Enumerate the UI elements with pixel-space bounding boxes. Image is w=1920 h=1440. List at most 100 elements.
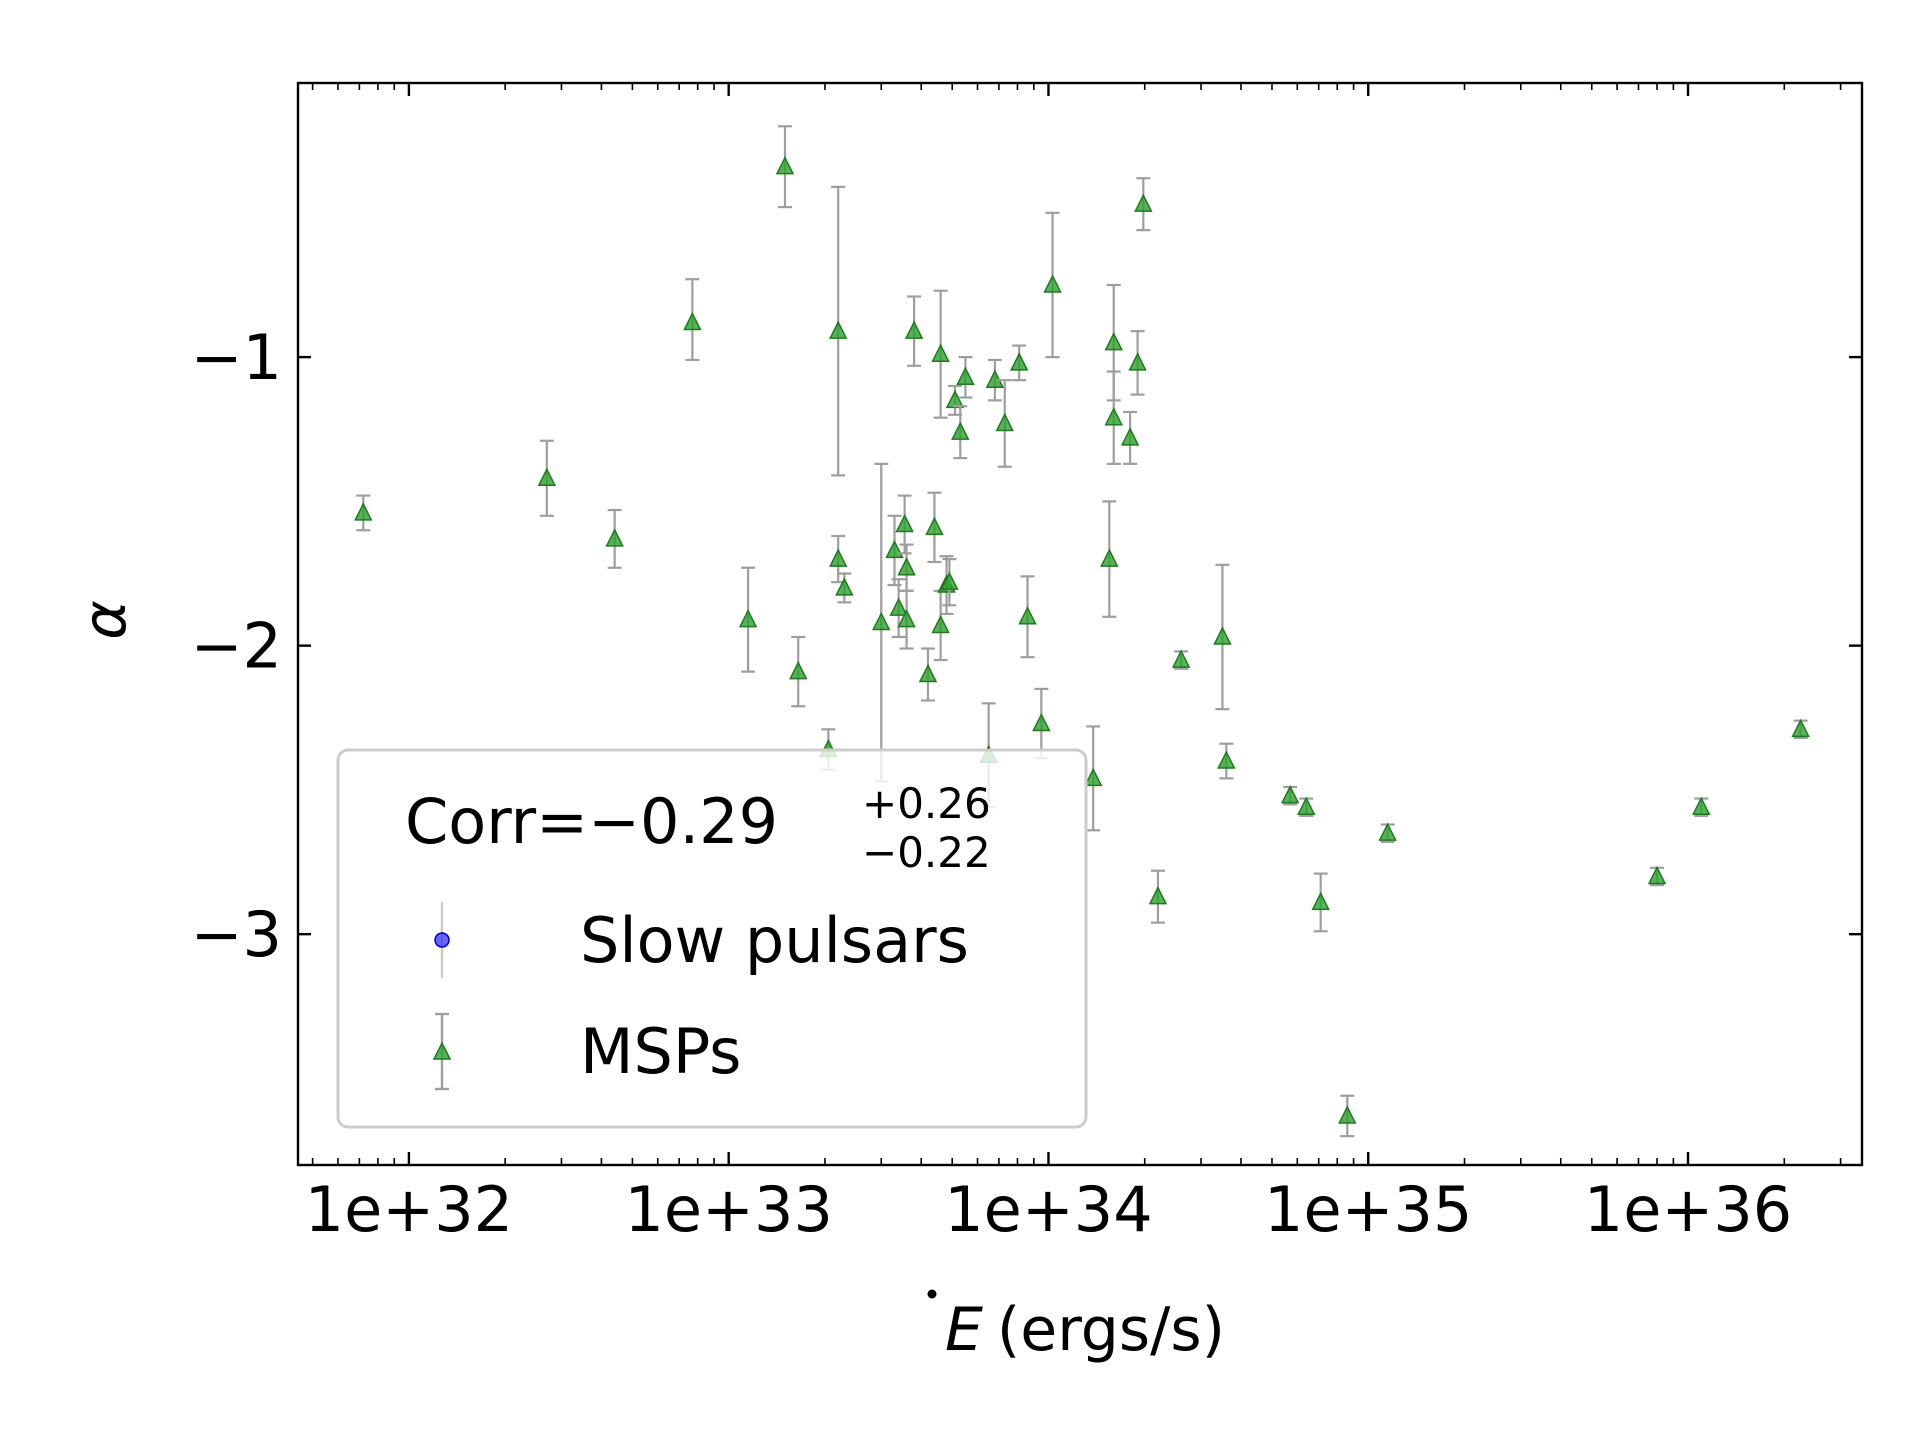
- msp-point: [956, 356, 975, 399]
- msp-point: [897, 543, 916, 592]
- msp-point: [354, 494, 373, 532]
- msp-point: [828, 185, 848, 477]
- msp-marker: [1171, 649, 1191, 668]
- msp-marker: [605, 528, 624, 547]
- msp-marker: [683, 311, 702, 331]
- msp-point: [1280, 785, 1300, 806]
- msp-marker: [1791, 718, 1810, 738]
- msp-point: [918, 647, 938, 702]
- msp-point: [1647, 865, 1667, 887]
- msp-point: [1213, 563, 1232, 711]
- msp-point: [1338, 1094, 1357, 1138]
- x-tick-label: 1e+33: [624, 1173, 832, 1246]
- msp-point: [1100, 500, 1119, 618]
- msp-point: [931, 289, 950, 419]
- msp-marker: [1018, 606, 1037, 625]
- msp-point: [1018, 575, 1037, 659]
- msp-marker: [1338, 1105, 1357, 1124]
- msp-marker: [1120, 427, 1140, 446]
- msp-marker: [1032, 712, 1051, 732]
- msp-marker: [789, 660, 808, 680]
- msp-point: [897, 589, 916, 650]
- x-axis-label-units: (ergs/s): [997, 1295, 1225, 1365]
- msp-point: [1297, 796, 1316, 817]
- msp-marker: [775, 155, 795, 175]
- legend-msp-label: MSPs: [580, 1015, 741, 1088]
- x-axis-label-dot: [927, 1289, 937, 1299]
- legend-corr-label: Corr=−0.29: [405, 785, 778, 858]
- msp-marker: [1217, 750, 1236, 769]
- msp-marker: [537, 467, 557, 487]
- msp-point: [1120, 410, 1140, 465]
- msp-marker: [835, 577, 854, 596]
- msp-marker: [1009, 352, 1029, 371]
- msp-marker: [931, 343, 950, 362]
- msp-point: [605, 508, 624, 569]
- msp-point: [1378, 822, 1397, 843]
- msp-marker: [897, 557, 916, 576]
- msp-point: [1083, 725, 1103, 832]
- msp-marker: [897, 608, 916, 628]
- msp-point: [1217, 742, 1236, 780]
- legend-slow-marker: [434, 932, 450, 948]
- legend-corr-minus: −0.22: [862, 828, 991, 877]
- msp-marker: [828, 320, 848, 339]
- msp-marker: [1104, 407, 1123, 426]
- msp-marker: [956, 366, 975, 386]
- msp-marker: [1297, 796, 1316, 815]
- msp-marker: [354, 502, 373, 521]
- msp-marker: [1083, 767, 1103, 787]
- msp-marker: [1104, 332, 1123, 351]
- msp-marker: [1100, 548, 1119, 567]
- msp-marker: [1692, 796, 1711, 815]
- legend-corr-value: −0.29: [588, 785, 778, 858]
- legend: Corr=−0.29 +0.26 −0.22 Slow pulsars MSPs: [336, 748, 1088, 1129]
- msp-marker: [1128, 352, 1147, 371]
- legend-msp-marker: [432, 1041, 452, 1060]
- msp-marker: [951, 421, 970, 440]
- legend-corr-prefix: Corr=: [405, 785, 588, 858]
- msp-point: [1311, 872, 1330, 933]
- plot-frame: [296, 81, 1864, 1167]
- msp-point: [951, 405, 970, 460]
- y-tick-label: −2: [191, 610, 282, 683]
- msp-point: [1104, 283, 1123, 402]
- msp-marker: [904, 320, 924, 339]
- msp-marker: [918, 663, 938, 683]
- x-tick-label: 1e+34: [944, 1173, 1152, 1246]
- msp-marker: [995, 412, 1014, 432]
- msp-marker: [872, 611, 891, 631]
- y-tick-label: −1: [191, 321, 282, 394]
- msp-marker: [1378, 822, 1397, 841]
- msp-marker: [738, 608, 758, 628]
- msp-marker: [889, 597, 908, 616]
- x-tick-label: 1e+36: [1584, 1173, 1792, 1246]
- msp-marker: [828, 548, 848, 567]
- msp-point: [904, 295, 924, 367]
- axis-ticks: 1e+32 1e+33 1e+34 1e+35 1e+36 −1 −2 −3: [191, 83, 1862, 1246]
- msp-point: [738, 566, 758, 673]
- msp-point: [1791, 718, 1810, 740]
- msp-marker: [1148, 885, 1168, 905]
- x-tick-label: 1e+35: [1264, 1173, 1472, 1246]
- y-axis-label-text: α: [70, 600, 140, 640]
- msp-marker: [1213, 626, 1232, 645]
- msp-point: [940, 557, 959, 607]
- x-tick-label: 1e+32: [305, 1173, 513, 1246]
- msp-marker: [1280, 785, 1300, 804]
- msp-point: [1171, 649, 1191, 670]
- msp-marker: [1134, 193, 1153, 212]
- msp-marker: [1311, 891, 1330, 911]
- msp-point: [925, 491, 944, 564]
- msp-point: [1009, 344, 1029, 382]
- x-axis-label-text: E (ergs/s): [945, 1295, 1225, 1365]
- msp-point: [1134, 177, 1153, 232]
- msp-point: [1148, 869, 1168, 924]
- msp-marker: [895, 513, 914, 533]
- msp-marker: [925, 516, 944, 536]
- msp-marker: [1043, 274, 1062, 293]
- msp-point: [775, 125, 795, 209]
- x-axis-label-symbol: E: [945, 1295, 983, 1365]
- msp-point: [1128, 330, 1147, 396]
